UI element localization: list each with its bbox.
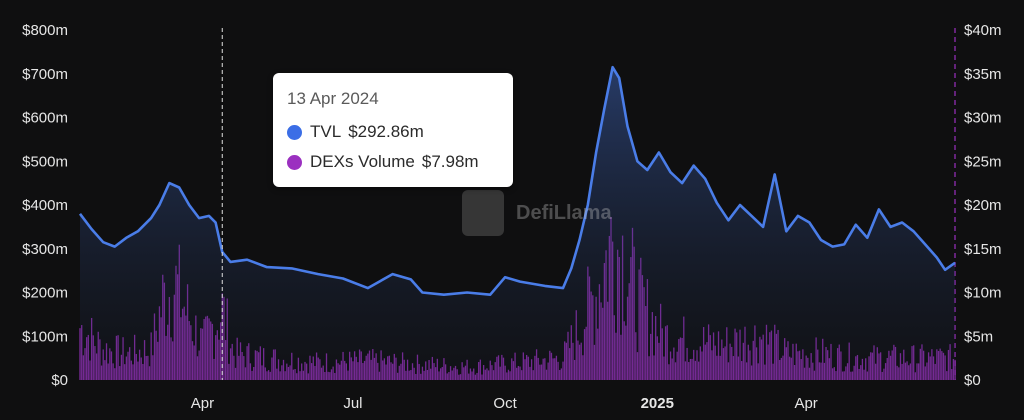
left-y-tick-label: $800m <box>22 22 68 39</box>
dex-volume-color-dot-icon <box>287 154 302 170</box>
right-y-axis: $0 $5m $10m $15m $20m $25m $30m $35m $40m <box>964 22 1002 389</box>
watermark-text: DefiLlama <box>516 201 612 224</box>
left-y-tick-label: $100m <box>22 328 68 345</box>
x-tick-label: Oct <box>493 395 517 412</box>
right-y-tick-label: $30m <box>964 110 1002 127</box>
left-y-tick-label: $0 <box>51 372 68 389</box>
right-y-tick-label: $35m <box>964 66 1002 83</box>
x-tick-label: Jul <box>343 395 362 412</box>
left-y-tick-label: $200m <box>22 285 68 302</box>
right-y-tick-label: $20m <box>964 197 1002 214</box>
tooltip-label: DEXs Volume <box>310 152 415 171</box>
right-y-tick-label: $40m <box>964 22 1002 39</box>
tooltip-date: 13 Apr 2024 <box>287 89 379 108</box>
tooltip-value: $7.98m <box>421 152 479 171</box>
tvl-color-dot-icon <box>287 124 302 140</box>
left-y-tick-label: $500m <box>22 153 68 170</box>
tooltip-row-dex-volume: DEXs Volume $7.98m <box>287 147 513 177</box>
right-y-tick-label: $5m <box>964 328 993 345</box>
x-tick-label: 2025 <box>641 395 674 412</box>
tooltip-label: TVL <box>310 122 342 141</box>
tvl-line <box>78 65 956 296</box>
left-y-tick-label: $700m <box>22 66 68 83</box>
right-y-tick-label: $0 <box>964 372 981 389</box>
left-y-axis: $0 $100m $200m $300m $400m $500m $600m $700m $80… <box>22 22 68 389</box>
right-y-tick-label: $10m <box>964 285 1002 302</box>
right-y-tick-label: $15m <box>964 241 1002 258</box>
left-y-tick-label: $600m <box>22 110 68 127</box>
llama-logo-icon <box>462 190 504 236</box>
x-axis: Apr Jul Oct 2025 Apr <box>191 395 818 412</box>
dex-volume-bar <box>954 359 956 380</box>
x-tick-label: Apr <box>191 395 214 412</box>
tooltip-row-tvl: TVL $292.86m <box>287 117 513 147</box>
defillama-watermark: DefiLlama <box>462 190 612 236</box>
right-y-tick-label: $25m <box>964 153 1002 170</box>
left-y-tick-label: $400m <box>22 197 68 214</box>
chart-tooltip: 13 Apr 2024 TVL $292.86m DEXs Volume $7.… <box>273 73 513 187</box>
tvl-area <box>80 67 955 380</box>
tooltip-value: $292.86m <box>348 122 424 141</box>
x-tick-label: Apr <box>794 395 817 412</box>
left-y-tick-label: $300m <box>22 241 68 258</box>
